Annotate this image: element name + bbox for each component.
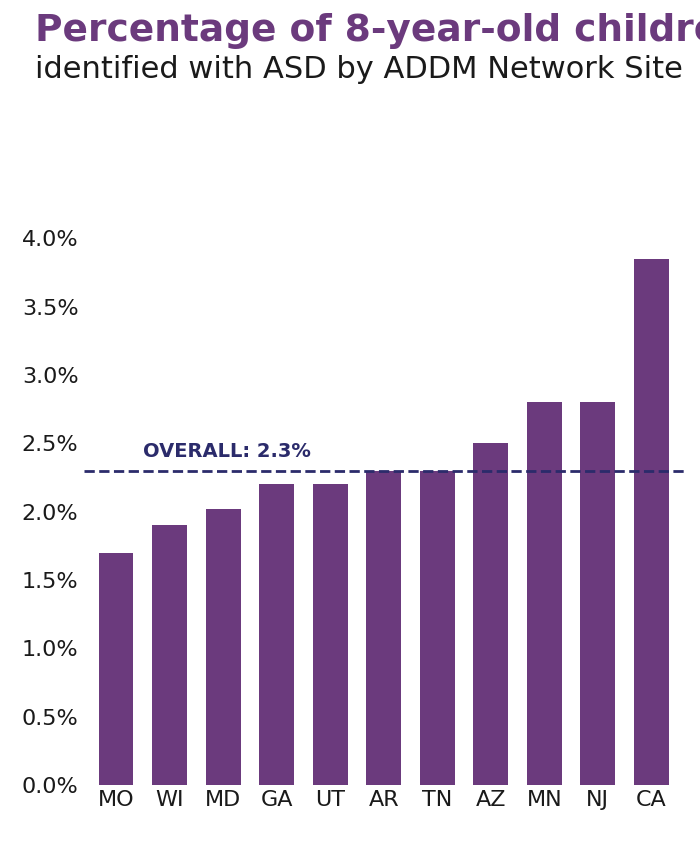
- Bar: [206, 509, 241, 785]
- Bar: [313, 484, 347, 785]
- Text: identified with ASD by ADDM Network Site: identified with ASD by ADDM Network Site: [35, 55, 683, 84]
- Bar: [420, 471, 454, 785]
- Bar: [152, 525, 187, 785]
- Bar: [99, 553, 134, 785]
- Text: OVERALL: 2.3%: OVERALL: 2.3%: [143, 442, 311, 461]
- Bar: [366, 471, 401, 785]
- Bar: [527, 403, 561, 785]
- Bar: [473, 443, 508, 785]
- Bar: [634, 259, 668, 785]
- Bar: [259, 484, 294, 785]
- Text: Percentage of 8-year-old children: Percentage of 8-year-old children: [35, 13, 700, 49]
- Bar: [580, 403, 615, 785]
